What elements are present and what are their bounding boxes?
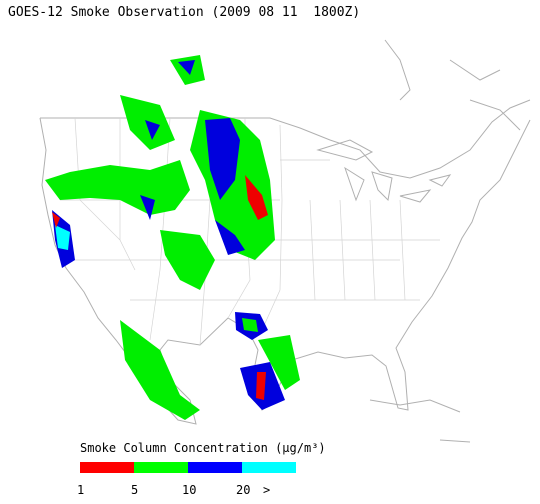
smoke-area [120,55,205,150]
smoke-area [55,225,70,250]
smoke-area [235,312,285,410]
color-swatch [80,462,134,473]
color-bar-label: > [263,483,270,497]
smoke-area [120,318,300,420]
canada-border [40,99,531,179]
smoke-area [160,230,215,290]
canada-coast [369,39,521,443]
smoke-area [256,372,266,400]
smoke-area [52,212,60,228]
color-bar-label: 1 [77,483,84,497]
smoke-area [205,118,245,255]
color-swatch [242,462,296,473]
smoke-area [245,175,268,220]
smoke-area [45,160,190,215]
map-title: GOES-12 Smoke Observation (2009 08 11 18… [8,5,360,20]
color-bar-label: 20 [236,483,250,497]
color-swatch [134,462,188,473]
smoke-area [140,60,195,220]
great-lakes [316,139,452,203]
color-bar-label: 5 [131,483,138,497]
color-bar: 1 5 10 20 > [77,462,296,497]
smoke-areas [45,55,300,420]
legend-title: Smoke Column Concentration (μg/m³) [80,441,326,455]
color-swatch [188,462,242,473]
color-bar-label: 10 [182,483,196,497]
